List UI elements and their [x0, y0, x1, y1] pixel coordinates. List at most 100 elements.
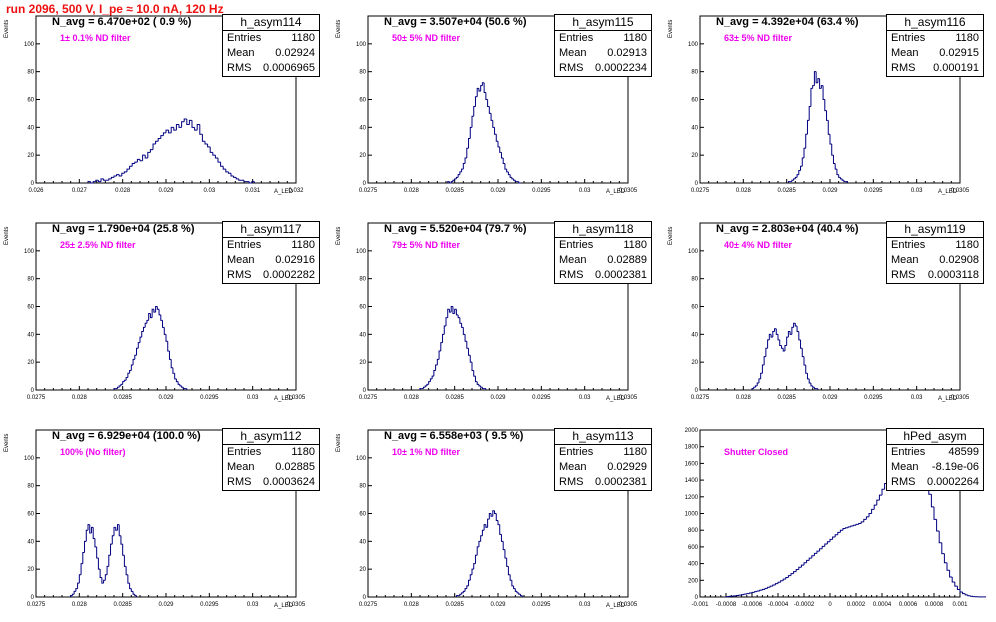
histogram-bin: [186, 118, 190, 126]
histogram-bin: [499, 146, 502, 153]
histogram-panel: 0.026 0.027 0.028 0.029 0.03 0.031 0.032 0 20 40 6…: [0, 0, 332, 207]
y-tick-label: 80: [359, 277, 366, 283]
histogram-bin: [71, 593, 75, 596]
x-tick-label: 0.03: [247, 602, 259, 608]
histogram-bin: [209, 146, 213, 153]
y-axis-label: Events: [336, 19, 342, 38]
histogram-plot-svg: 0.026 0.027 0.028 0.029 0.03 0.031 0.032 0 20 40 6…: [24, 15, 304, 194]
histogram-bin: [474, 554, 478, 564]
stats-mean-value: 0.02889: [607, 254, 647, 266]
histogram-bin: [476, 87, 479, 97]
histogram-bin: [452, 306, 455, 314]
histogram-bin: [516, 591, 519, 594]
histogram-bin: [445, 317, 448, 326]
histogram-bin: [881, 488, 885, 496]
histogram-bin: [151, 308, 154, 318]
x-tick-label: 0.032: [288, 188, 304, 194]
histogram-bin: [746, 593, 750, 595]
histogram-bin: [469, 355, 472, 363]
x-tick-label: 0.0305: [951, 188, 970, 194]
stats-entries-label: Entries: [891, 446, 926, 458]
stats-title: h_asym114: [223, 15, 319, 31]
stats-rms-label: RMS: [227, 269, 252, 281]
stats-box: h_asym119 Entries 1180 Mean 0.02908 RMS 0.0…: [886, 221, 984, 284]
stats-rms-label: RMS: [227, 62, 252, 74]
histogram-bin: [806, 559, 810, 563]
histogram-bin: [120, 383, 123, 386]
histogram-bin: [454, 178, 457, 181]
histogram-bin: [134, 354, 137, 360]
histogram-bin: [108, 554, 111, 567]
y-tick-label: 40: [359, 332, 366, 338]
x-tick-label: 0.0285: [445, 395, 464, 401]
y-tick-label: 1800: [685, 445, 699, 451]
y-tick-label: 1600: [685, 461, 699, 467]
stats-entries-label: Entries: [227, 32, 262, 44]
histogram-bin: [139, 336, 142, 343]
stats-rms-label: RMS: [891, 62, 916, 74]
stats-rms-label: RMS: [559, 62, 584, 74]
y-tick-label: 400: [688, 562, 699, 568]
histogram-bin: [160, 314, 163, 321]
stats-mean-value: -8.19e-06: [931, 461, 979, 473]
histogram-bin: [435, 364, 438, 371]
histogram-bin: [199, 124, 203, 135]
histogram-bin: [129, 583, 132, 590]
histogram-bin: [474, 376, 478, 383]
histogram-bin: [800, 339, 803, 349]
y-tick-label: 80: [691, 277, 698, 283]
stats-mean-label: Mean: [227, 461, 255, 473]
histogram-bin: [155, 306, 158, 313]
stats-rms-label: RMS: [891, 476, 916, 488]
histogram-bin: [789, 331, 792, 335]
histogram-bin: [132, 358, 135, 365]
x-tick-label: 0.031: [245, 188, 261, 194]
y-tick-label: 80: [27, 70, 34, 76]
stats-mean-value: 0.02916: [275, 254, 315, 266]
histogram-bin: [832, 536, 836, 540]
y-tick-label: 0: [31, 595, 35, 601]
histogram-bin: [126, 168, 130, 172]
histogram-bin: [808, 105, 811, 121]
x-tick-label: 0.0305: [951, 395, 970, 401]
histogram-bin: [743, 593, 747, 595]
histogram-bin: [471, 568, 474, 575]
navg-label: N_avg = 4.392e+04 (63.4 %): [716, 16, 859, 28]
histogram-bin: [155, 140, 159, 145]
histogram-bin: [144, 155, 148, 159]
histogram-bin: [129, 165, 133, 170]
histogram-bin: [930, 494, 934, 508]
histogram-bin: [480, 85, 483, 92]
histogram-bin: [464, 588, 467, 592]
y-tick-label: 80: [27, 484, 34, 490]
x-tick-label: 0.029: [490, 188, 506, 194]
histogram-bin: [426, 383, 429, 386]
histogram-bin: [457, 314, 460, 319]
histogram-bin: [90, 181, 94, 184]
y-tick-label: 20: [27, 153, 34, 159]
y-tick-label: 40: [27, 332, 34, 338]
histogram-bin: [787, 181, 791, 183]
histogram-bin: [123, 555, 127, 567]
x-tick-label: 0.027: [72, 188, 88, 194]
histogram-bin: [837, 531, 841, 535]
x-tick-label: 0.029: [158, 602, 174, 608]
stats-mean-label: Mean: [559, 461, 587, 473]
y-tick-label: 0: [363, 181, 367, 187]
histogram-bin: [806, 119, 810, 135]
histogram-bin: [481, 387, 485, 390]
histogram-plot-svg: 0.0275 0.028 0.0285 0.029 0.0295 0.03 0.0305 0 2…: [688, 15, 970, 194]
histogram-bin: [509, 574, 512, 581]
histogram-bin: [448, 309, 452, 313]
histogram-bin: [251, 181, 255, 183]
histogram-bin: [826, 110, 829, 121]
histogram-bin: [790, 573, 794, 576]
histogram-bin: [174, 373, 177, 380]
stats-mean-label: Mean: [891, 461, 919, 473]
stats-box: h_asym114 Entries 1180 Mean 0.02924 RMS 0.0…: [222, 14, 320, 77]
x-tick-label: 0.0305: [287, 602, 306, 608]
stats-box: h_asym113 Entries 1180 Mean 0.02929 RMS 0.0…: [554, 428, 652, 491]
navg-label: N_avg = 6.929e+04 (100.0 %): [52, 430, 201, 442]
histogram-bin: [108, 178, 112, 181]
histogram-bin: [813, 71, 817, 86]
